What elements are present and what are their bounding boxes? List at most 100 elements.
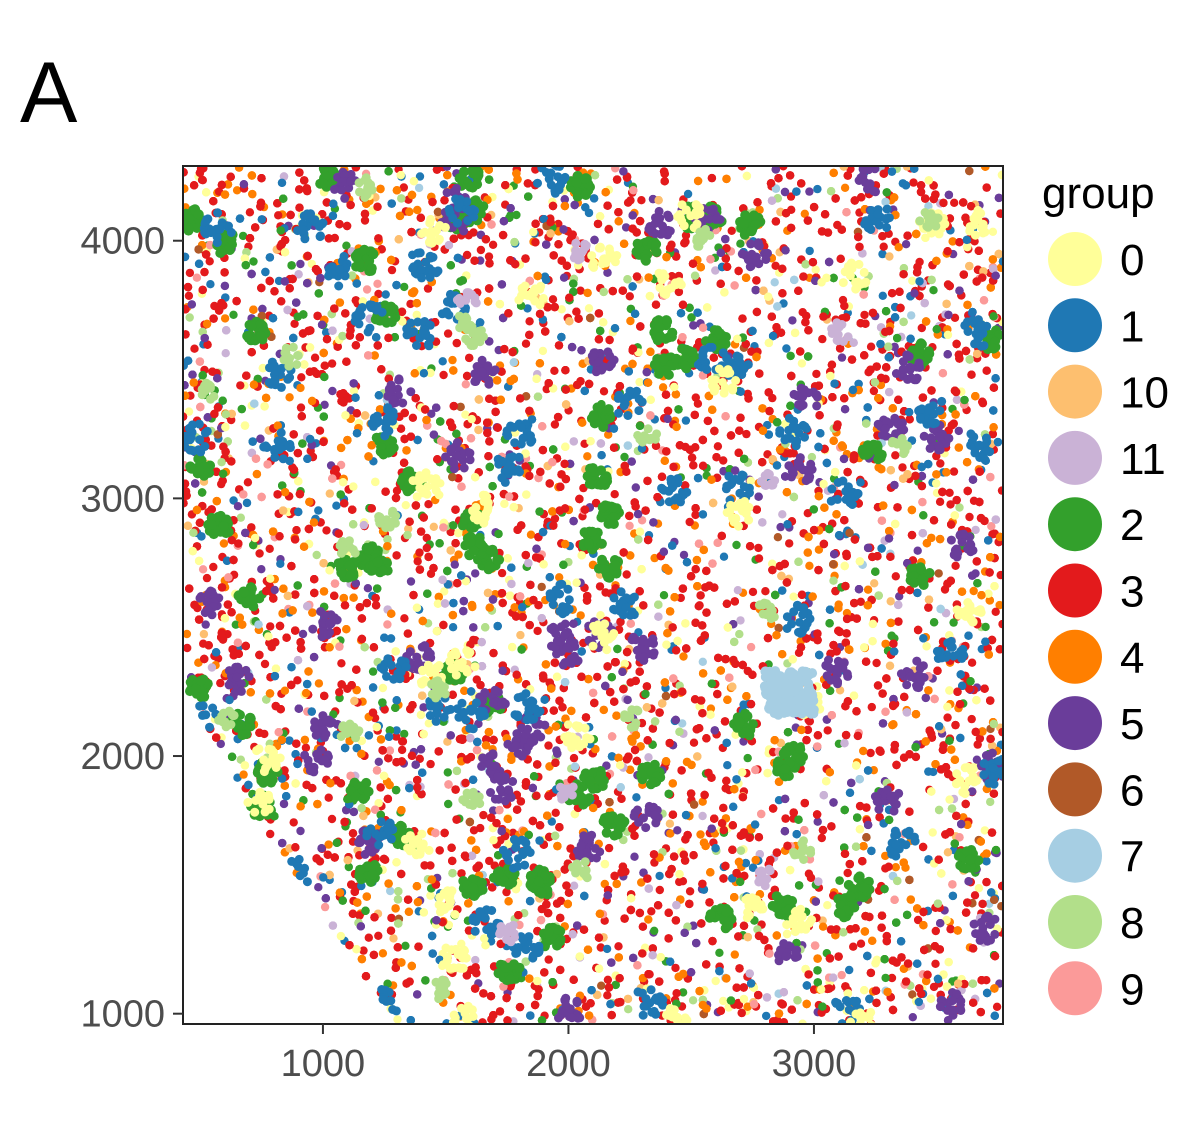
point-group-1 — [719, 552, 729, 561]
point-group-3 — [970, 891, 980, 900]
point-group-3 — [719, 456, 728, 465]
point-group-3 — [595, 582, 605, 591]
point-group-3 — [260, 659, 270, 669]
point-group-3 — [337, 659, 346, 668]
point-group-3 — [184, 291, 194, 300]
point-group-8 — [217, 458, 226, 467]
point-group-1 — [314, 506, 323, 515]
point-group-3 — [532, 791, 541, 800]
point-group-4 — [324, 840, 333, 849]
point-group-3 — [484, 252, 494, 261]
point-group-3 — [599, 387, 609, 396]
point-group-3 — [322, 526, 331, 535]
point-group-8 — [829, 576, 838, 585]
point-group-3 — [879, 242, 888, 251]
point-group-11 — [471, 955, 480, 965]
point-group-4 — [995, 600, 1003, 610]
point-group-3 — [967, 714, 976, 724]
point-group-3 — [917, 323, 926, 333]
point-group-9 — [987, 522, 996, 531]
point-group-3 — [891, 572, 900, 581]
point-group-4 — [232, 186, 242, 195]
point-group-10 — [443, 737, 452, 746]
point-group-0 — [557, 305, 566, 314]
point-group-3 — [655, 885, 664, 895]
point-group-3 — [622, 570, 631, 579]
point-group-2 — [881, 973, 890, 983]
point-group-3 — [525, 317, 534, 326]
point-group-4 — [666, 829, 675, 838]
point-group-3 — [265, 544, 274, 553]
point-group-9 — [611, 166, 620, 173]
point-group-3 — [997, 486, 1003, 495]
point-group-3 — [691, 393, 700, 402]
point-group-3 — [255, 549, 264, 558]
point-group-4 — [604, 430, 613, 439]
point-group-3 — [415, 548, 424, 557]
point-group-11 — [698, 811, 707, 821]
point-group-3 — [975, 734, 985, 743]
point-group-3 — [521, 339, 531, 348]
point-group-3 — [424, 500, 433, 509]
point-group-3 — [462, 250, 472, 260]
point-group-5 — [813, 817, 822, 826]
point-group-2 — [344, 862, 353, 872]
point-group-3 — [779, 166, 788, 171]
point-group-3 — [479, 810, 488, 820]
point-group-8 — [753, 925, 762, 934]
point-group-3 — [413, 557, 422, 566]
point-group-1 — [681, 416, 691, 425]
point-group-3 — [476, 823, 485, 833]
point-group-3 — [949, 467, 959, 476]
point-group-3 — [422, 543, 431, 553]
point-group-3 — [596, 943, 605, 952]
point-group-3 — [742, 429, 751, 439]
point-group-6 — [934, 569, 943, 578]
point-group-3 — [996, 570, 1003, 580]
point-group-5 — [363, 584, 373, 593]
point-group-5 — [788, 316, 797, 325]
point-group-5 — [296, 826, 305, 836]
point-group-3 — [803, 509, 812, 518]
point-group-3 — [310, 353, 320, 362]
point-group-3 — [823, 726, 832, 735]
point-group-5 — [270, 585, 279, 595]
point-group-2 — [659, 591, 669, 600]
point-group-3 — [610, 490, 619, 499]
point-group-3 — [856, 939, 866, 948]
point-group-3 — [569, 753, 579, 763]
point-group-4 — [814, 545, 824, 554]
point-group-2 — [400, 729, 409, 739]
point-group-10 — [404, 524, 413, 533]
point-group-3 — [209, 562, 218, 572]
point-group-11 — [733, 586, 743, 595]
point-group-3 — [360, 216, 370, 225]
point-group-1 — [523, 304, 532, 313]
point-group-2 — [981, 622, 990, 632]
point-group-0 — [789, 592, 798, 601]
point-group-9 — [373, 279, 382, 288]
point-group-5 — [621, 223, 631, 232]
point-group-3 — [397, 745, 407, 755]
point-group-3 — [315, 426, 325, 435]
point-group-0 — [584, 304, 594, 313]
point-group-2 — [368, 667, 378, 676]
point-group-9 — [637, 516, 647, 525]
point-group-3 — [476, 245, 486, 255]
point-group-2 — [732, 540, 741, 550]
point-group-5 — [837, 353, 847, 362]
point-group-7 — [414, 183, 424, 193]
point-group-3 — [443, 329, 453, 338]
point-group-6 — [773, 533, 783, 542]
point-group-11 — [221, 349, 230, 358]
point-group-5 — [673, 826, 682, 835]
point-group-3 — [685, 517, 694, 527]
point-group-2 — [342, 241, 351, 250]
point-group-3 — [647, 907, 656, 916]
point-group-3 — [603, 975, 613, 984]
point-group-3 — [364, 933, 373, 942]
point-group-10 — [665, 819, 675, 828]
point-group-10 — [516, 630, 525, 640]
point-group-4 — [454, 550, 463, 559]
